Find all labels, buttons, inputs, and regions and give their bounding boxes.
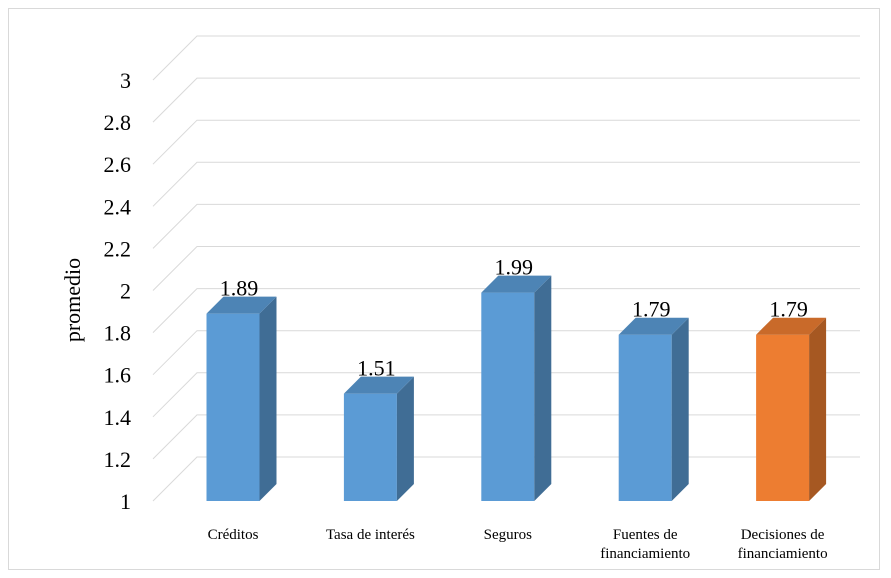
bar [206,296,277,501]
bar-top [343,376,414,394]
data-label: 1.99 [495,255,534,280]
bar-top [756,317,827,335]
data-labels: 1.89 1.51 1.99 1.79 1.79 [220,255,808,381]
bar-side [671,317,689,501]
bar-top [206,296,277,314]
bars [206,275,827,501]
bar-front [481,292,535,501]
category-label: Fuentes de financiamiento [600,527,690,562]
y-tick-label: 1.6 [104,363,132,388]
data-label: 1.79 [632,297,671,322]
category-label: Seguros [484,527,532,543]
bar-front [206,313,260,501]
y-tick-label: 1.4 [104,405,132,430]
y-tick-label: 3 [120,68,131,93]
bar-front [618,334,672,501]
gridline [152,35,860,81]
x-axis-categories: Créditos Tasa de interés Seguros Fuentes de… [208,527,828,562]
gridline [152,288,860,333]
bar [343,376,414,501]
data-label: 1.51 [357,356,396,381]
data-label: 1.89 [220,276,259,301]
bar-side [809,317,827,501]
y-axis-label: promedio [60,258,85,342]
bar [618,317,689,501]
gridline [152,77,860,123]
bar-front [756,334,810,501]
category-label: Decisiones de financiamiento [738,527,828,562]
bar-side [259,296,277,501]
data-label: 1.79 [769,297,808,322]
y-axis-ticks: 1 1.2 1.4 1.6 1.8 2 2.2 2.4 2.6 2.8 3 [104,68,132,514]
y-tick-label: 2.8 [104,110,132,135]
bar [481,275,552,501]
bar-top [618,317,689,335]
y-tick-label: 1.2 [104,447,132,472]
y-tick-label: 2.2 [104,236,132,261]
bar-side [396,376,414,501]
y-tick-label: 2.4 [104,194,132,219]
bar-side [534,275,552,501]
gridline [152,203,860,249]
category-label: Tasa de interés [326,527,415,543]
bar-top [481,275,552,293]
y-tick-label: 1.8 [104,321,132,346]
y-tick-label: 1 [120,489,131,514]
bar-front [343,393,397,501]
gridline [152,161,860,207]
y-tick-label: 2.6 [104,152,132,177]
gridline [152,119,860,165]
bar [756,317,827,501]
y-tick-label: 2 [120,279,131,304]
gridline [152,246,860,291]
category-label: Créditos [208,527,259,543]
